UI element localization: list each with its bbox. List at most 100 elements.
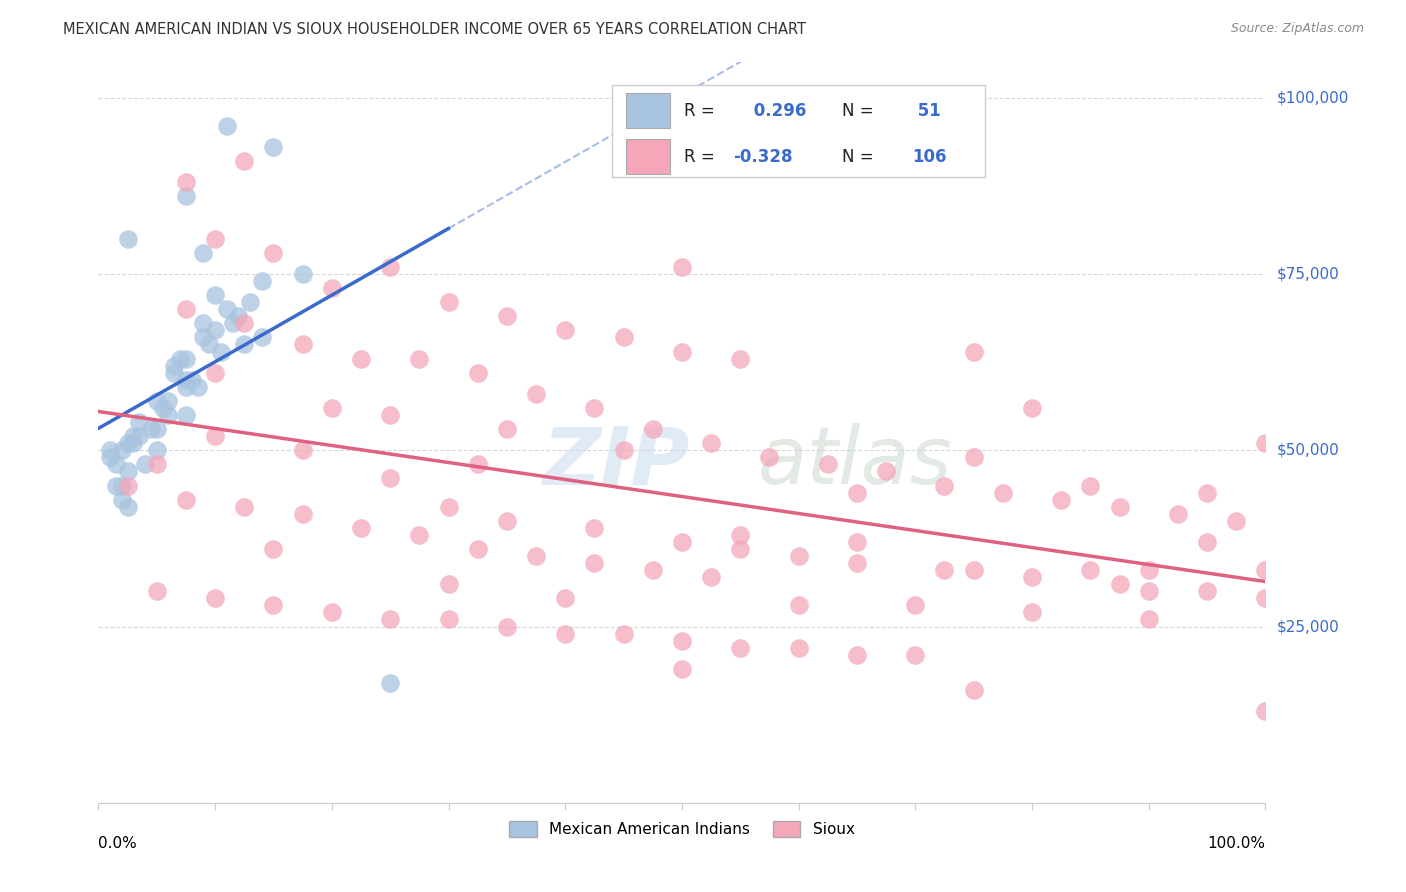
Point — [117, 436, 139, 450]
Point — [204, 591, 226, 606]
Point — [1137, 563, 1160, 577]
Point — [583, 401, 606, 415]
Point — [233, 154, 256, 169]
Point — [612, 330, 634, 344]
Point — [846, 556, 869, 570]
Point — [758, 450, 780, 465]
Point — [408, 528, 430, 542]
Point — [104, 458, 127, 472]
Point — [111, 478, 134, 492]
Text: 0.0%: 0.0% — [98, 836, 138, 851]
Point — [262, 245, 284, 260]
Text: N =: N = — [842, 148, 879, 166]
Point — [1254, 704, 1277, 718]
Point — [117, 464, 139, 478]
Point — [146, 422, 169, 436]
Point — [730, 351, 752, 366]
Point — [962, 450, 984, 465]
Point — [1167, 507, 1189, 521]
Point — [262, 541, 284, 556]
Point — [671, 535, 693, 549]
Point — [104, 478, 127, 492]
Point — [1197, 584, 1219, 599]
Point — [817, 458, 839, 472]
Point — [174, 492, 197, 507]
Text: R =: R = — [685, 102, 720, 120]
Point — [122, 429, 145, 443]
Point — [169, 351, 191, 366]
Point — [671, 662, 693, 676]
Point — [146, 393, 169, 408]
Point — [787, 640, 810, 655]
Point — [1254, 591, 1277, 606]
Point — [700, 436, 723, 450]
Point — [262, 140, 284, 154]
Point — [117, 500, 139, 514]
Point — [98, 450, 121, 465]
Point — [962, 563, 984, 577]
Point — [198, 337, 221, 351]
Point — [1021, 401, 1043, 415]
Point — [250, 330, 273, 344]
Point — [437, 295, 460, 310]
Point — [380, 408, 402, 422]
Point — [1080, 478, 1102, 492]
Point — [380, 676, 402, 690]
Point — [174, 351, 197, 366]
Point — [174, 408, 197, 422]
Point — [934, 478, 956, 492]
Text: 106: 106 — [912, 148, 946, 166]
Point — [1254, 563, 1277, 577]
Point — [904, 599, 927, 613]
Point — [204, 366, 226, 380]
Text: Source: ZipAtlas.com: Source: ZipAtlas.com — [1230, 22, 1364, 36]
Point — [350, 351, 373, 366]
Point — [380, 471, 402, 485]
Text: -0.328: -0.328 — [734, 148, 793, 166]
Point — [321, 281, 343, 295]
Point — [146, 443, 169, 458]
Point — [1021, 570, 1043, 584]
Point — [671, 260, 693, 274]
Point — [496, 310, 519, 324]
Point — [163, 359, 186, 373]
Point — [1197, 485, 1219, 500]
Point — [524, 387, 547, 401]
Point — [554, 323, 576, 337]
Point — [496, 514, 519, 528]
Point — [239, 295, 262, 310]
Point — [228, 310, 250, 324]
Point — [641, 563, 664, 577]
Point — [875, 464, 897, 478]
Point — [1137, 612, 1160, 626]
Point — [233, 500, 256, 514]
Point — [204, 429, 226, 443]
Text: MEXICAN AMERICAN INDIAN VS SIOUX HOUSEHOLDER INCOME OVER 65 YEARS CORRELATION CH: MEXICAN AMERICAN INDIAN VS SIOUX HOUSEHO… — [63, 22, 806, 37]
Point — [321, 606, 343, 620]
Legend: Mexican American Indians, Sioux: Mexican American Indians, Sioux — [503, 815, 860, 843]
Point — [671, 344, 693, 359]
Text: N =: N = — [842, 102, 879, 120]
Point — [846, 648, 869, 662]
Bar — [626, 139, 671, 175]
Point — [991, 485, 1014, 500]
Point — [437, 500, 460, 514]
Point — [291, 267, 314, 281]
Point — [934, 563, 956, 577]
Point — [157, 393, 180, 408]
Point — [174, 302, 197, 317]
Point — [215, 302, 238, 317]
Point — [291, 507, 314, 521]
Bar — [626, 93, 671, 128]
Point — [117, 478, 139, 492]
Point — [291, 337, 314, 351]
Text: $25,000: $25,000 — [1277, 619, 1340, 634]
Point — [117, 232, 139, 246]
Point — [554, 626, 576, 640]
Point — [700, 570, 723, 584]
Point — [1108, 577, 1130, 591]
Point — [1021, 606, 1043, 620]
Text: 0.296: 0.296 — [748, 102, 807, 120]
Point — [467, 366, 489, 380]
Point — [730, 528, 752, 542]
